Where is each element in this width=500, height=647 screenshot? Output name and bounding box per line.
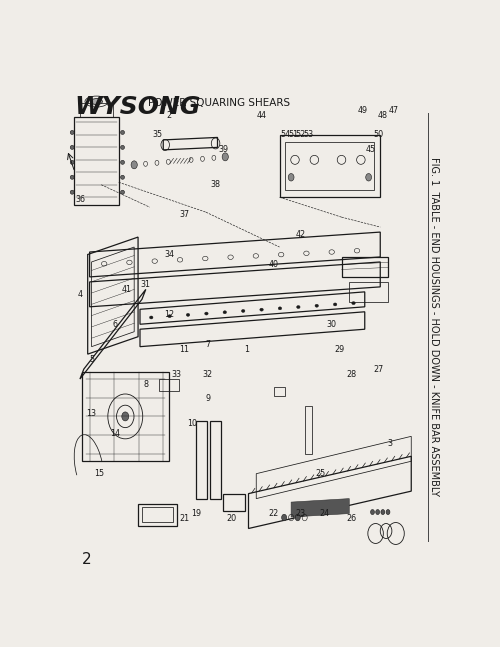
Text: 23: 23 [296, 509, 306, 518]
Text: 3: 3 [388, 439, 392, 448]
Text: 20: 20 [226, 514, 236, 523]
Ellipse shape [370, 510, 374, 514]
Text: 12: 12 [164, 310, 174, 319]
Ellipse shape [70, 190, 74, 194]
Text: 11: 11 [180, 345, 190, 354]
Text: 36: 36 [75, 195, 85, 204]
Text: 28: 28 [346, 369, 356, 378]
Ellipse shape [186, 313, 190, 316]
Text: 9: 9 [206, 395, 210, 404]
Text: 42: 42 [296, 230, 306, 239]
Ellipse shape [296, 305, 300, 309]
Ellipse shape [91, 98, 102, 105]
Text: 27: 27 [373, 364, 384, 373]
Text: 32: 32 [203, 369, 213, 378]
Ellipse shape [223, 311, 226, 314]
Ellipse shape [120, 160, 124, 164]
Ellipse shape [282, 514, 286, 521]
Text: 1: 1 [244, 345, 249, 354]
Text: 40: 40 [268, 260, 278, 269]
Text: 21: 21 [180, 514, 190, 523]
Ellipse shape [315, 304, 318, 307]
Ellipse shape [222, 153, 228, 161]
Text: 25: 25 [315, 469, 326, 478]
Ellipse shape [120, 131, 124, 135]
Ellipse shape [288, 173, 294, 181]
Text: 48: 48 [377, 111, 387, 120]
Text: 34: 34 [164, 250, 174, 259]
Text: 35: 35 [152, 131, 162, 140]
Text: 37: 37 [180, 210, 190, 219]
Text: 53: 53 [304, 131, 314, 140]
Ellipse shape [120, 146, 124, 149]
Ellipse shape [120, 175, 124, 179]
Text: 33: 33 [172, 369, 182, 378]
Ellipse shape [242, 309, 245, 313]
Text: 38: 38 [210, 181, 220, 190]
Text: 30: 30 [327, 320, 337, 329]
Ellipse shape [168, 314, 172, 318]
Polygon shape [291, 499, 349, 517]
Ellipse shape [204, 312, 208, 315]
Text: 6: 6 [112, 320, 117, 329]
Ellipse shape [278, 307, 281, 310]
Ellipse shape [352, 302, 356, 305]
Text: 14: 14 [110, 430, 120, 439]
Text: 15: 15 [94, 469, 104, 478]
Text: 50: 50 [373, 131, 384, 140]
Ellipse shape [70, 131, 74, 135]
Text: 22: 22 [268, 509, 279, 518]
Text: 2: 2 [82, 552, 92, 567]
Text: 19: 19 [191, 509, 201, 518]
Text: 24: 24 [319, 509, 329, 518]
Text: WYSONG: WYSONG [74, 95, 200, 119]
Text: 54: 54 [280, 131, 290, 140]
Text: 4: 4 [78, 290, 82, 299]
Text: POWER SQUARING SHEARS: POWER SQUARING SHEARS [148, 98, 290, 108]
Text: 7: 7 [206, 340, 210, 349]
Ellipse shape [122, 412, 129, 421]
Ellipse shape [381, 510, 385, 514]
Text: 8: 8 [144, 380, 148, 389]
Text: 49: 49 [358, 105, 368, 115]
Text: 51: 51 [288, 131, 298, 140]
Text: 47: 47 [389, 105, 399, 115]
Text: 10: 10 [188, 419, 198, 428]
Ellipse shape [386, 510, 390, 514]
Text: 13: 13 [86, 410, 97, 419]
Text: 2: 2 [166, 111, 172, 120]
Ellipse shape [70, 146, 74, 149]
Ellipse shape [120, 190, 124, 194]
Ellipse shape [295, 514, 300, 521]
Ellipse shape [260, 308, 264, 311]
Text: 39: 39 [218, 146, 228, 155]
Ellipse shape [150, 316, 153, 319]
Ellipse shape [376, 510, 380, 514]
Text: 29: 29 [334, 345, 344, 354]
Text: 41: 41 [122, 285, 132, 294]
Text: 44: 44 [257, 111, 267, 120]
Ellipse shape [70, 160, 74, 164]
Text: 26: 26 [346, 514, 356, 523]
Ellipse shape [334, 303, 337, 306]
Ellipse shape [366, 173, 372, 181]
Text: 45: 45 [366, 146, 376, 155]
Ellipse shape [131, 161, 138, 169]
Ellipse shape [70, 175, 74, 179]
Text: 52: 52 [296, 131, 306, 140]
Text: FIG. 1  TABLE - END HOUSINGS - HOLD DOWN - KNIFE BAR ASSEMBLY: FIG. 1 TABLE - END HOUSINGS - HOLD DOWN … [428, 157, 438, 496]
Text: 5: 5 [89, 355, 94, 364]
Text: 31: 31 [141, 280, 151, 289]
